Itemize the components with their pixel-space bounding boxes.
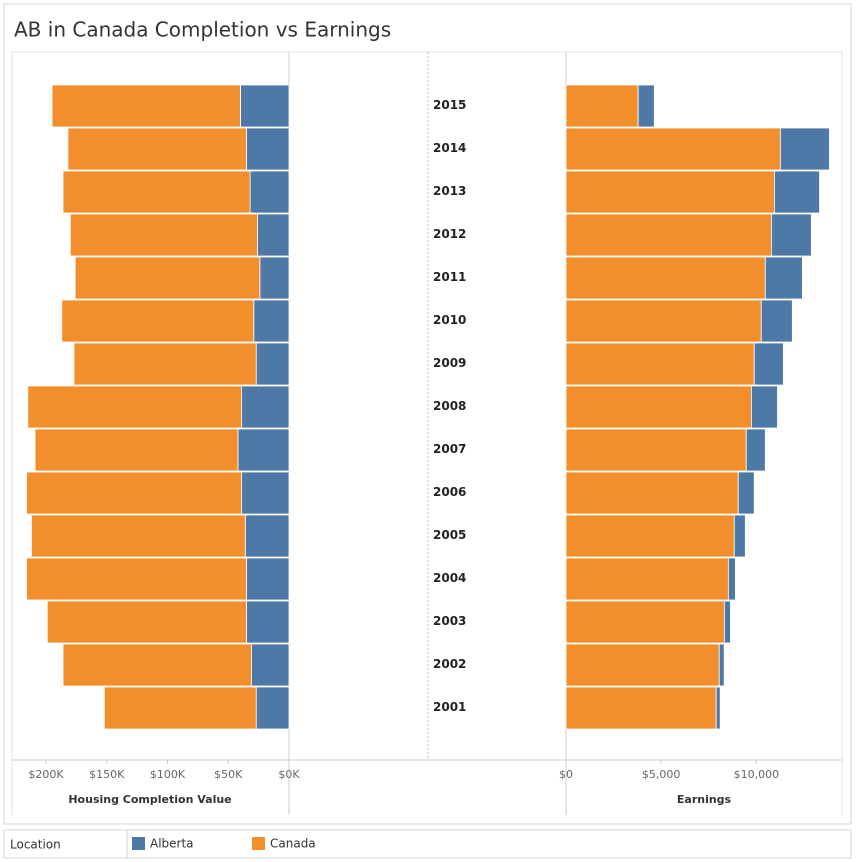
bar <box>565 299 762 343</box>
bar <box>46 600 247 644</box>
bar <box>69 213 258 257</box>
bar <box>637 84 655 128</box>
bar <box>103 686 257 730</box>
bar <box>565 686 717 730</box>
bar <box>750 385 778 429</box>
bar <box>718 643 725 687</box>
x-tick-label: $0K <box>278 768 300 781</box>
axis-title: Earnings <box>677 793 732 806</box>
x-tick-label: $100K <box>150 768 186 781</box>
bar <box>774 170 820 214</box>
bar <box>62 170 251 214</box>
legend-title: Location <box>10 838 61 852</box>
bar <box>246 127 290 171</box>
chart-title: AB in Canada Completion vs Earnings <box>14 18 391 42</box>
legend-label: Canada <box>270 837 316 851</box>
bar <box>733 514 746 558</box>
bar <box>779 127 830 171</box>
bar <box>241 385 290 429</box>
bar <box>565 342 755 386</box>
bar <box>237 428 290 472</box>
x-tick-label: $200K <box>28 768 64 781</box>
bar <box>565 385 752 429</box>
bar <box>565 557 729 601</box>
y-tick-label: 2009 <box>433 356 466 370</box>
bar <box>565 213 772 257</box>
bar <box>727 557 736 601</box>
legend-swatch <box>252 837 265 850</box>
bar <box>753 342 784 386</box>
bar <box>565 428 747 472</box>
legend-swatch <box>132 837 145 850</box>
bar <box>51 84 241 128</box>
y-tick-label: 2012 <box>433 227 466 241</box>
y-tick-label: 2001 <box>433 700 466 714</box>
x-tick-label: $10,000 <box>734 768 780 781</box>
y-tick-label: 2010 <box>433 313 466 327</box>
bar <box>246 557 290 601</box>
y-tick-label: 2014 <box>433 141 466 155</box>
bar <box>770 213 812 257</box>
y-tick-label: 2003 <box>433 614 466 628</box>
y-tick-label: 2004 <box>433 571 466 585</box>
y-tick-label: 2015 <box>433 98 466 112</box>
x-tick-label: $150K <box>89 768 125 781</box>
bar <box>760 299 793 343</box>
x-tick-label: $0 <box>559 768 573 781</box>
bar <box>745 428 766 472</box>
bar <box>764 256 803 300</box>
y-tick-label: 2002 <box>433 657 466 671</box>
y-tick-label: 2008 <box>433 399 466 413</box>
x-tick-label: $50K <box>214 768 243 781</box>
bar <box>737 471 755 515</box>
y-tick-label: 2007 <box>433 442 466 456</box>
y-tick-label: 2006 <box>433 485 466 499</box>
bar <box>565 256 766 300</box>
bar <box>73 342 257 386</box>
bar <box>565 170 775 214</box>
bar <box>26 557 247 601</box>
bar <box>259 256 290 300</box>
bar <box>250 643 290 687</box>
bar <box>31 514 246 558</box>
bar <box>257 213 290 257</box>
bar <box>723 600 731 644</box>
bar <box>715 686 721 730</box>
bar <box>34 428 239 472</box>
bar <box>62 643 252 687</box>
bar <box>565 471 739 515</box>
x-tick-label: $5,000 <box>642 768 681 781</box>
bar <box>565 84 639 128</box>
bar <box>241 471 290 515</box>
bar <box>74 256 261 300</box>
bar <box>255 342 290 386</box>
bar <box>565 600 725 644</box>
bar <box>255 686 290 730</box>
bar <box>565 514 735 558</box>
bar <box>246 600 290 644</box>
legend-label: Alberta <box>150 837 194 851</box>
bar <box>565 643 720 687</box>
bar <box>61 299 255 343</box>
axis-title: Housing Completion Value <box>68 793 231 806</box>
bar <box>253 299 290 343</box>
y-tick-label: 2005 <box>433 528 466 542</box>
y-tick-label: 2013 <box>433 184 466 198</box>
bar <box>249 170 290 214</box>
bar <box>27 385 243 429</box>
bar <box>67 127 247 171</box>
legend <box>3 829 852 859</box>
bar <box>240 84 290 128</box>
bar <box>26 471 243 515</box>
y-tick-label: 2011 <box>433 270 466 284</box>
bar <box>244 514 290 558</box>
bar <box>565 127 781 171</box>
